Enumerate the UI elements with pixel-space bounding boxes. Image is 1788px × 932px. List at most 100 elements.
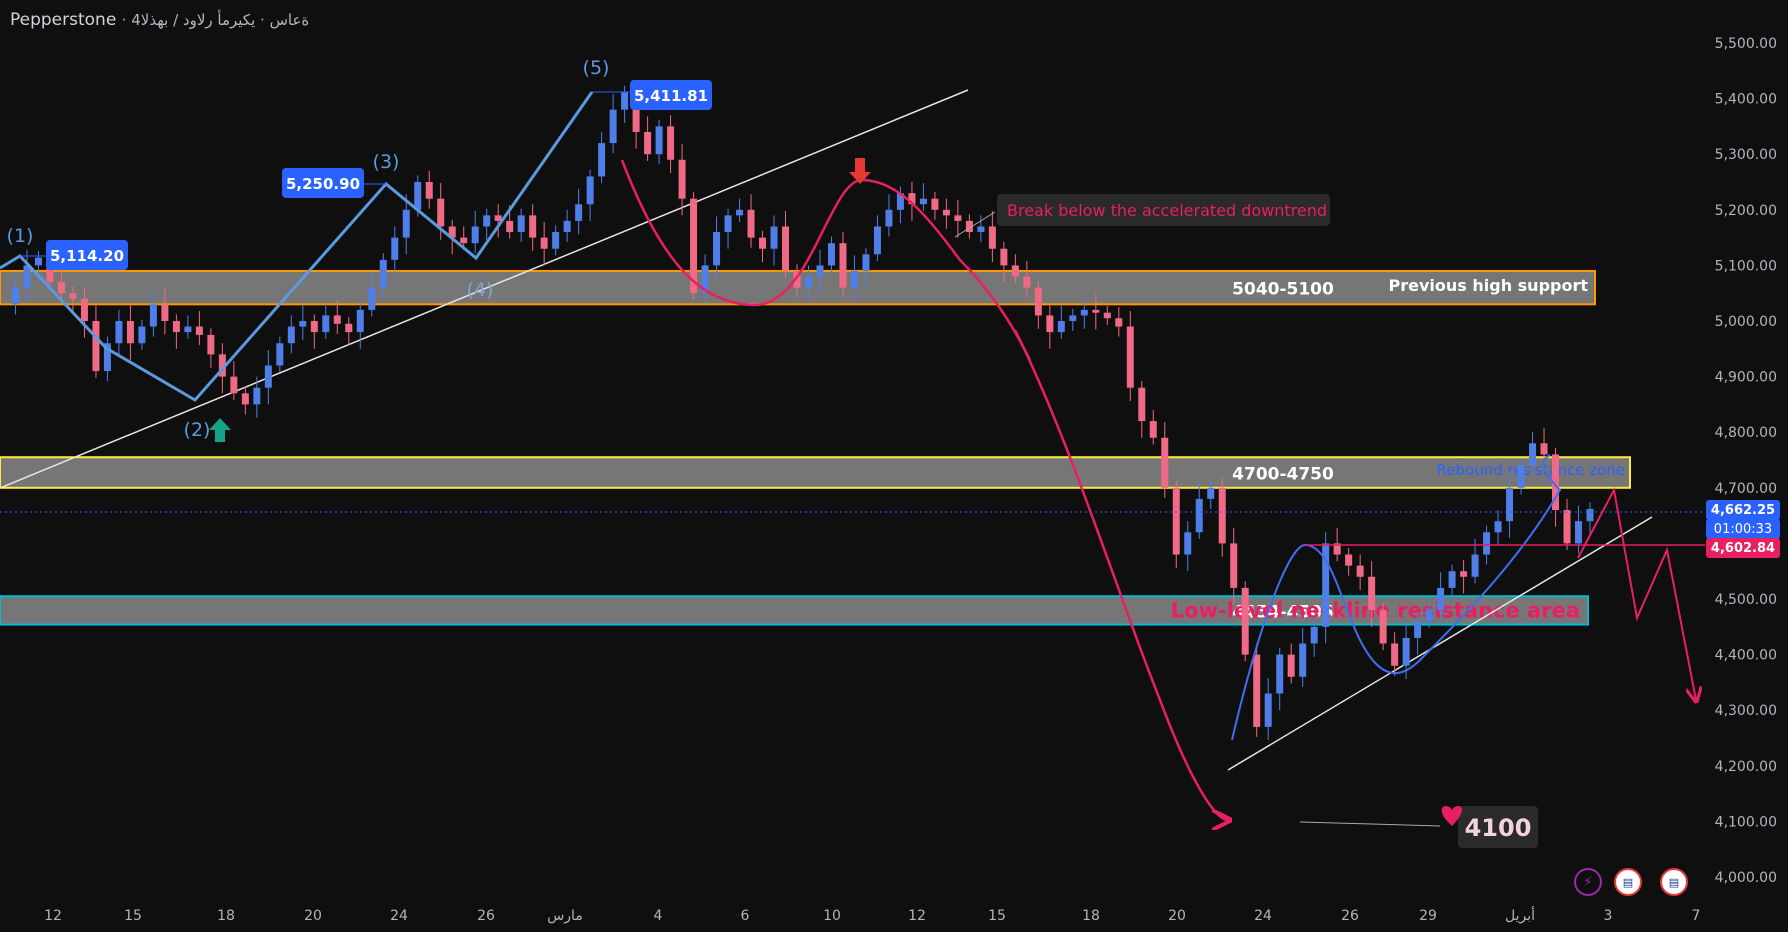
candle-body	[873, 226, 881, 255]
candle	[540, 222, 548, 266]
candle-body	[816, 265, 824, 277]
candle	[310, 314, 318, 349]
candle-body	[1391, 643, 1399, 666]
y-tick-label: 4,900.00	[1715, 370, 1777, 386]
candle-body	[368, 287, 376, 310]
candle	[1046, 304, 1054, 349]
candle	[1069, 308, 1077, 332]
candle-body	[138, 326, 146, 344]
y-tick-label: 4,200.00	[1715, 759, 1777, 775]
candle	[1414, 614, 1422, 655]
zone-note-rebound-resistance: Rebound resistance zone	[1437, 461, 1625, 479]
zones-layer: 5040-5100 Previous high support 4700-4750 R…	[0, 269, 1631, 626]
candle	[575, 188, 583, 235]
candle	[1195, 483, 1203, 539]
accelerated-uptrend-line	[0, 89, 969, 489]
candle	[1322, 532, 1330, 644]
candle-body	[827, 243, 835, 266]
candle-body	[207, 334, 215, 355]
target-text: 4100	[1465, 814, 1532, 842]
candle-body	[644, 131, 652, 155]
candle	[644, 116, 652, 161]
candle-body	[345, 323, 353, 333]
candle-body	[747, 209, 755, 238]
candle	[11, 276, 19, 315]
candle	[1126, 310, 1134, 402]
candle	[253, 376, 261, 418]
candle-body	[1494, 521, 1502, 533]
candle-body	[540, 237, 548, 249]
us-flag-icon[interactable]: ▤	[1614, 868, 1642, 896]
candle-body	[414, 182, 422, 210]
event-icons: ⚡ ▤	[1574, 868, 1642, 896]
candle-body	[655, 126, 663, 155]
broker-name: Pepperstone	[10, 10, 117, 30]
candle-body	[908, 193, 916, 205]
candle-body	[1414, 621, 1422, 638]
candle-body	[149, 304, 157, 327]
candle-body	[793, 270, 801, 288]
wave-labels: (1) (2) (3) (4) (5)	[7, 57, 610, 441]
candle	[793, 264, 801, 298]
candle	[667, 115, 675, 174]
candle	[184, 315, 192, 339]
candle	[230, 361, 238, 400]
candle-body	[195, 326, 203, 335]
us-flag-icon[interactable]: ▤	[1660, 868, 1688, 896]
candle	[207, 328, 215, 368]
candle-body	[1080, 309, 1088, 316]
candle	[1092, 294, 1100, 330]
candle	[1241, 581, 1249, 662]
candle-body	[276, 343, 284, 366]
x-tick-label: 15	[988, 908, 1006, 924]
candle	[287, 315, 295, 354]
chart-header: Pepperstone · 4ةعاس · يكيرمأ رلاود / بهذ…	[10, 10, 309, 30]
rounded-top-curve	[620, 159, 1032, 361]
candle	[942, 198, 950, 229]
candle-body	[1575, 521, 1583, 544]
candle-body	[552, 232, 560, 249]
callout-box	[46, 240, 128, 270]
candle-body	[667, 126, 675, 160]
y-tick-label: 4,800.00	[1715, 425, 1777, 441]
candle	[1023, 260, 1031, 298]
candle-body	[632, 92, 640, 132]
up-arrow-icon	[209, 418, 231, 442]
y-tick-label: 4,100.00	[1715, 814, 1777, 830]
candle-body	[448, 226, 456, 238]
down-arrow-icon	[849, 158, 871, 184]
candle	[1149, 409, 1157, 445]
candle	[1230, 527, 1238, 605]
candle-body	[1046, 315, 1054, 333]
break-note-connector	[954, 211, 996, 238]
candle-body	[241, 393, 249, 405]
candle-body	[506, 220, 514, 233]
price-callouts: 5,114.20 5,250.90 5,411.81	[20, 80, 712, 270]
candle-body	[1529, 443, 1537, 466]
candle-body	[529, 215, 537, 238]
candle	[782, 210, 790, 278]
candle	[264, 349, 272, 405]
x-tick-label: 15	[124, 908, 142, 924]
candle-body	[1195, 498, 1203, 533]
candle-body	[919, 198, 927, 205]
candle-body	[885, 209, 893, 227]
y-axis: 5,500.00 5,400.00 5,300.00 5,200.00 5,100.00…	[1715, 36, 1777, 886]
candle	[1080, 298, 1088, 329]
candle-body	[598, 143, 606, 177]
candle-body	[460, 237, 468, 244]
candle-body	[1586, 508, 1594, 522]
candle	[460, 226, 468, 250]
candle	[1529, 432, 1537, 476]
candle	[92, 305, 100, 378]
candle-body	[575, 204, 583, 221]
candle	[621, 85, 629, 124]
candle	[1368, 561, 1376, 627]
candle-body	[379, 259, 387, 288]
candle	[126, 305, 134, 360]
lightning-icon[interactable]: ⚡	[1574, 868, 1602, 896]
wave-label: (2)	[184, 419, 211, 441]
candle	[747, 194, 755, 248]
event-icons-right: ▤	[1660, 868, 1688, 896]
